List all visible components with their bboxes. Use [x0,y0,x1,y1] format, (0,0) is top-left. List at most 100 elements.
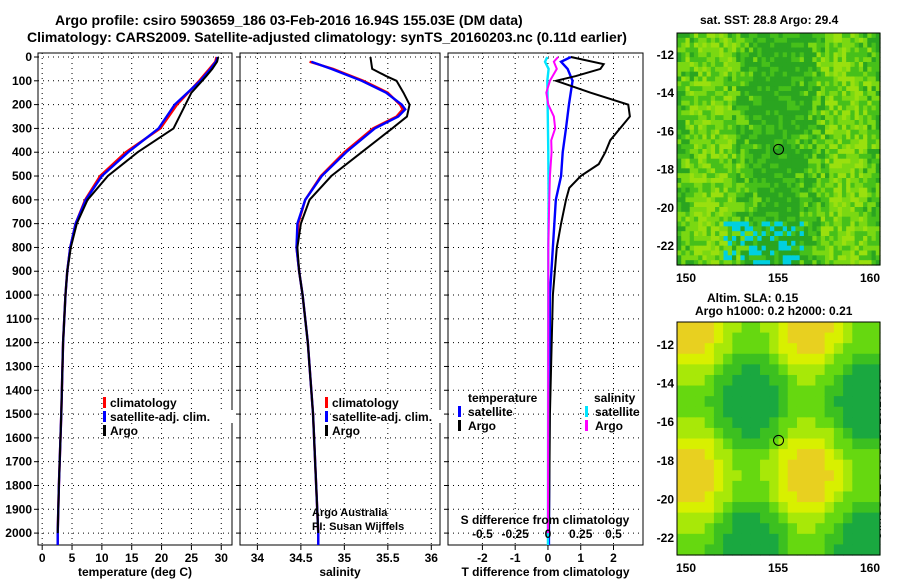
s-tick-label: -0.25 [502,527,530,541]
legend-label: climatology [110,396,177,410]
x-tick-label: 25 [185,551,199,565]
x-axis-label-temperature: temperature (deg C) [78,565,192,579]
map-lon-label: 150 [676,561,696,575]
x-axis-label-salinity: salinity [319,565,361,579]
map-lat-label: -18 [657,454,675,468]
depth-tick-label: 1600 [5,431,32,445]
map-lat-label: -16 [657,415,675,429]
legend-label: Argo [110,424,138,438]
depth-tick-label: 900 [12,264,32,278]
map-lon-label: 160 [860,271,880,285]
legend-title-salinity: salinity [594,391,636,405]
depth-tick-label: 1800 [5,478,32,492]
x-tick-label: 30 [215,551,229,565]
map-lat-label: -12 [657,48,675,62]
s-tick-label: 0 [545,527,552,541]
series-temperature-argo [547,56,631,534]
legend-label: Argo [468,419,496,433]
map-lat-label: -14 [657,377,675,391]
series-temperature-satellite [547,55,574,545]
sla-map-subtitle: Argo h1000: 0.2 h2000: 0.21 [695,304,853,318]
legend-marker [585,406,588,417]
s-tick-label: -0.5 [472,527,493,541]
legend-label: satellite-adj. clim. [110,410,210,424]
x-tick-label: 10 [95,551,109,565]
legend-label: satellite-adj. clim. [332,410,432,424]
x-axis-label-difference: T difference from climatology [461,565,629,579]
legend-marker [103,411,106,422]
series-climatology [56,56,218,545]
map-frame [676,321,881,556]
s-axis-label: S difference from climatology [461,513,630,527]
depth-tick-label: 1100 [6,312,32,326]
plot-frame-difference [447,52,644,546]
x-tick-label: 1 [577,551,584,565]
map-lat-label: -20 [657,201,675,215]
argo-location-marker [773,434,785,446]
plot-frame-salinity [239,52,441,546]
annotation-line2: PI: Susan Wijffels [312,521,404,533]
depth-tick-label: 300 [12,121,32,135]
series-salinity-argo [545,56,559,534]
legend-bg [109,410,241,423]
sla-map-title: Altim. SLA: 0.15 [707,291,799,305]
x-tick-label: 35 [338,551,352,565]
x-tick-label: 36 [425,551,439,565]
series-satellite-adj-clim- [295,60,407,545]
map-lon-label: 155 [768,561,788,575]
map-lat-label: -22 [657,239,675,253]
legend-bg [331,424,358,437]
map-lat-label: -16 [657,124,675,138]
map-lat-label: -22 [657,531,675,545]
x-tick-label: -2 [477,551,488,565]
map-lat-label: -12 [657,338,675,352]
x-tick-label: 20 [155,551,169,565]
map-frame [676,32,881,266]
depth-tick-label: 1700 [5,455,32,469]
legend-marker [458,420,461,431]
legend-marker [325,411,328,422]
legend-bg [331,410,463,423]
legend-bg [109,424,136,437]
depth-tick-label: 200 [12,98,32,112]
title-line1: Argo profile: csiro 5903659_186 03-Feb-2… [55,12,523,28]
depth-tick-label: 2000 [5,526,32,540]
x-tick-label: 34 [251,551,265,565]
depth-tick-label: 1200 [5,336,32,350]
depth-tick-label: 1500 [5,407,32,421]
series-argo [56,56,220,534]
x-tick-label: 0 [545,551,552,565]
depth-tick-label: 1300 [5,359,32,373]
map-lat-label: -14 [657,86,675,100]
series-satellite-adj-clim- [56,56,219,545]
depth-tick-label: 400 [12,145,32,159]
depth-tick-label: 100 [12,74,32,88]
argo-location-marker [773,143,785,155]
map-lon-label: 160 [860,561,880,575]
x-tick-label: 15 [125,551,139,565]
s-tick-label: 0.25 [569,527,593,541]
series-climatology [295,60,405,545]
depth-tick-label: 600 [12,193,32,207]
plot-frame-temperature [37,52,233,546]
x-tick-label: 34.5 [289,551,313,565]
s-tick-label: 0.5 [605,527,622,541]
depth-tick-label: 0 [25,50,32,64]
legend-marker [103,397,106,408]
x-tick-label: -1 [510,551,521,565]
legend-marker [325,397,328,408]
map-lon-label: 150 [676,271,696,285]
map-lat-label: -18 [657,163,675,177]
x-tick-label: 2 [610,551,617,565]
x-tick-label: 35.5 [376,551,400,565]
title-line2: Climatology: CARS2009. Satellite-adjuste… [27,29,627,45]
annotation-line1: Argo Australia [312,507,388,519]
legend-label: satellite [468,405,513,419]
sst-map [677,33,881,266]
legend-label: climatology [332,396,399,410]
legend-label: Argo [332,424,360,438]
depth-tick-label: 800 [12,240,32,254]
x-tick-label: 0 [39,551,46,565]
legend-bg [109,396,182,409]
